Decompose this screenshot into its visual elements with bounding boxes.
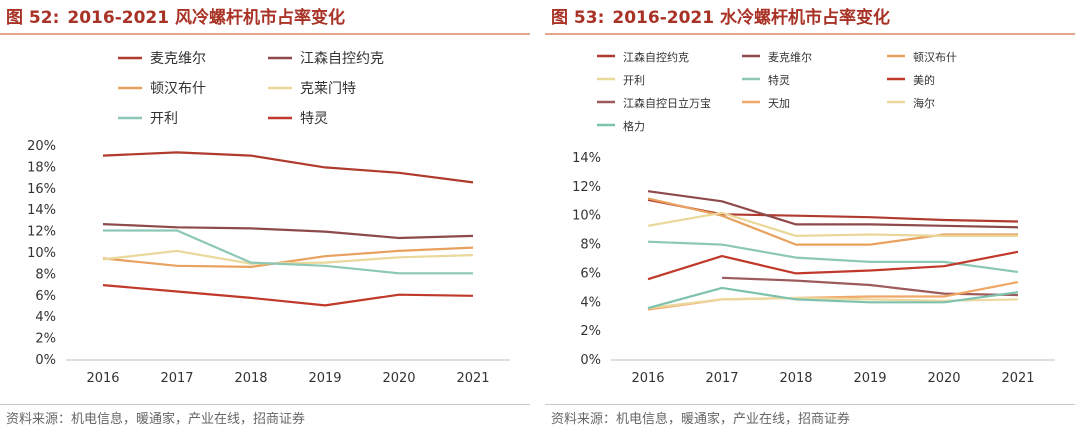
y-tick-label: 20% xyxy=(27,139,56,154)
legend-label: 江森自控约克 xyxy=(300,51,384,67)
source-note: 资料来源：机电信息，暖通家，产业在线，招商证券 xyxy=(551,412,851,427)
series-line xyxy=(102,284,474,307)
legend-label: 江森自控约克 xyxy=(623,50,689,64)
y-axis: 0% 2% 4% 6% 8% 10% 12% 14% 16% 18% 20% xyxy=(27,139,56,368)
figure-title: 2016-2021 水冷螺杆机市占率变化 xyxy=(612,7,890,28)
x-tick-label: 2018 xyxy=(779,371,812,386)
y-tick-label: 12% xyxy=(572,180,601,195)
y-axis: 0% 2% 4% 6% 8% 10% 12% 14% xyxy=(572,151,601,368)
series-line xyxy=(647,240,1019,274)
legend-label: 麦克维尔 xyxy=(768,51,812,64)
x-tick-label: 2021 xyxy=(456,371,489,386)
figure-label: 图 52: xyxy=(6,7,60,28)
figure-panel-53: 图 53: 2016-2021 水冷螺杆机市占率变化 江森自控约克 麦克维尔 顿汉布… xyxy=(545,0,1075,429)
y-tick-label: 12% xyxy=(27,225,56,240)
y-tick-label: 10% xyxy=(27,246,56,261)
y-tick-label: 2% xyxy=(580,324,601,339)
series-line xyxy=(647,211,1018,237)
y-tick-label: 4% xyxy=(580,295,601,310)
legend-label: 格力 xyxy=(623,119,645,133)
legend-label: 美的 xyxy=(913,73,935,87)
legend-label: 特灵 xyxy=(768,73,790,87)
y-tick-label: 0% xyxy=(580,353,601,368)
legend-label: 海尔 xyxy=(913,96,935,110)
series-line xyxy=(647,190,1019,229)
series-line xyxy=(721,276,1019,297)
series-line xyxy=(103,229,473,275)
figure-label: 图 53: xyxy=(551,7,605,28)
x-axis: 2016 2017 2018 2019 2020 2021 xyxy=(86,371,489,386)
y-tick-label: 2% xyxy=(35,332,56,347)
source-divider xyxy=(545,404,1075,405)
legend-label: 克莱门特 xyxy=(300,81,356,97)
series-line xyxy=(647,250,1019,281)
y-tick-label: 14% xyxy=(572,151,601,166)
y-tick-label: 8% xyxy=(580,238,601,253)
x-tick-label: 2017 xyxy=(160,371,193,386)
x-tick-label: 2019 xyxy=(308,371,341,386)
legend-label: 特灵 xyxy=(300,111,328,127)
title-divider xyxy=(0,33,530,35)
x-tick-label: 2016 xyxy=(86,371,119,386)
legend-label: 开利 xyxy=(623,74,645,87)
y-tick-label: 16% xyxy=(27,182,56,197)
x-tick-label: 2020 xyxy=(382,371,415,386)
figure-title-bar: 图 52: 2016-2021 风冷螺杆机市占率变化 xyxy=(0,0,530,30)
series-line xyxy=(647,286,1019,310)
x-tick-label: 2019 xyxy=(853,371,886,386)
x-tick-label: 2020 xyxy=(927,371,960,386)
y-tick-label: 6% xyxy=(580,266,601,281)
legend-label: 顿汉布什 xyxy=(913,50,957,64)
x-tick-label: 2018 xyxy=(234,371,267,386)
series-line xyxy=(102,246,474,268)
title-divider xyxy=(545,33,1075,35)
legend-label: 天加 xyxy=(768,97,790,110)
y-tick-label: 14% xyxy=(27,203,56,218)
series-line xyxy=(102,151,474,184)
y-tick-label: 4% xyxy=(35,310,56,325)
legend-label: 顿汉布什 xyxy=(150,81,206,97)
y-tick-label: 10% xyxy=(572,209,601,224)
x-axis: 2016 2017 2018 2019 2020 2021 xyxy=(631,371,1034,386)
y-tick-label: 8% xyxy=(35,267,56,282)
series-line xyxy=(647,197,1018,246)
legend-label: 江森自控日立万宝 xyxy=(623,96,711,110)
source-note: 资料来源：机电信息，暖通家，产业在线，招商证券 xyxy=(6,412,306,427)
figure-title-bar: 图 53: 2016-2021 水冷螺杆机市占率变化 xyxy=(545,0,1075,30)
legend-label: 开利 xyxy=(150,111,178,127)
x-tick-label: 2017 xyxy=(705,371,738,386)
x-tick-label: 2021 xyxy=(1001,371,1034,386)
legend-label: 麦克维尔 xyxy=(150,51,206,67)
y-tick-label: 6% xyxy=(35,289,56,304)
figure-panel-52: 图 52: 2016-2021 风冷螺杆机市占率变化 麦克维尔 江森自控约克顿汉布… xyxy=(0,0,530,429)
x-tick-label: 2016 xyxy=(631,371,664,386)
y-tick-label: 18% xyxy=(27,160,56,175)
series-line xyxy=(102,223,474,240)
y-tick-label: 0% xyxy=(35,353,56,368)
source-divider xyxy=(0,404,530,405)
figure-title: 2016-2021 风冷螺杆机市占率变化 xyxy=(67,7,345,28)
series-line xyxy=(647,281,1019,311)
